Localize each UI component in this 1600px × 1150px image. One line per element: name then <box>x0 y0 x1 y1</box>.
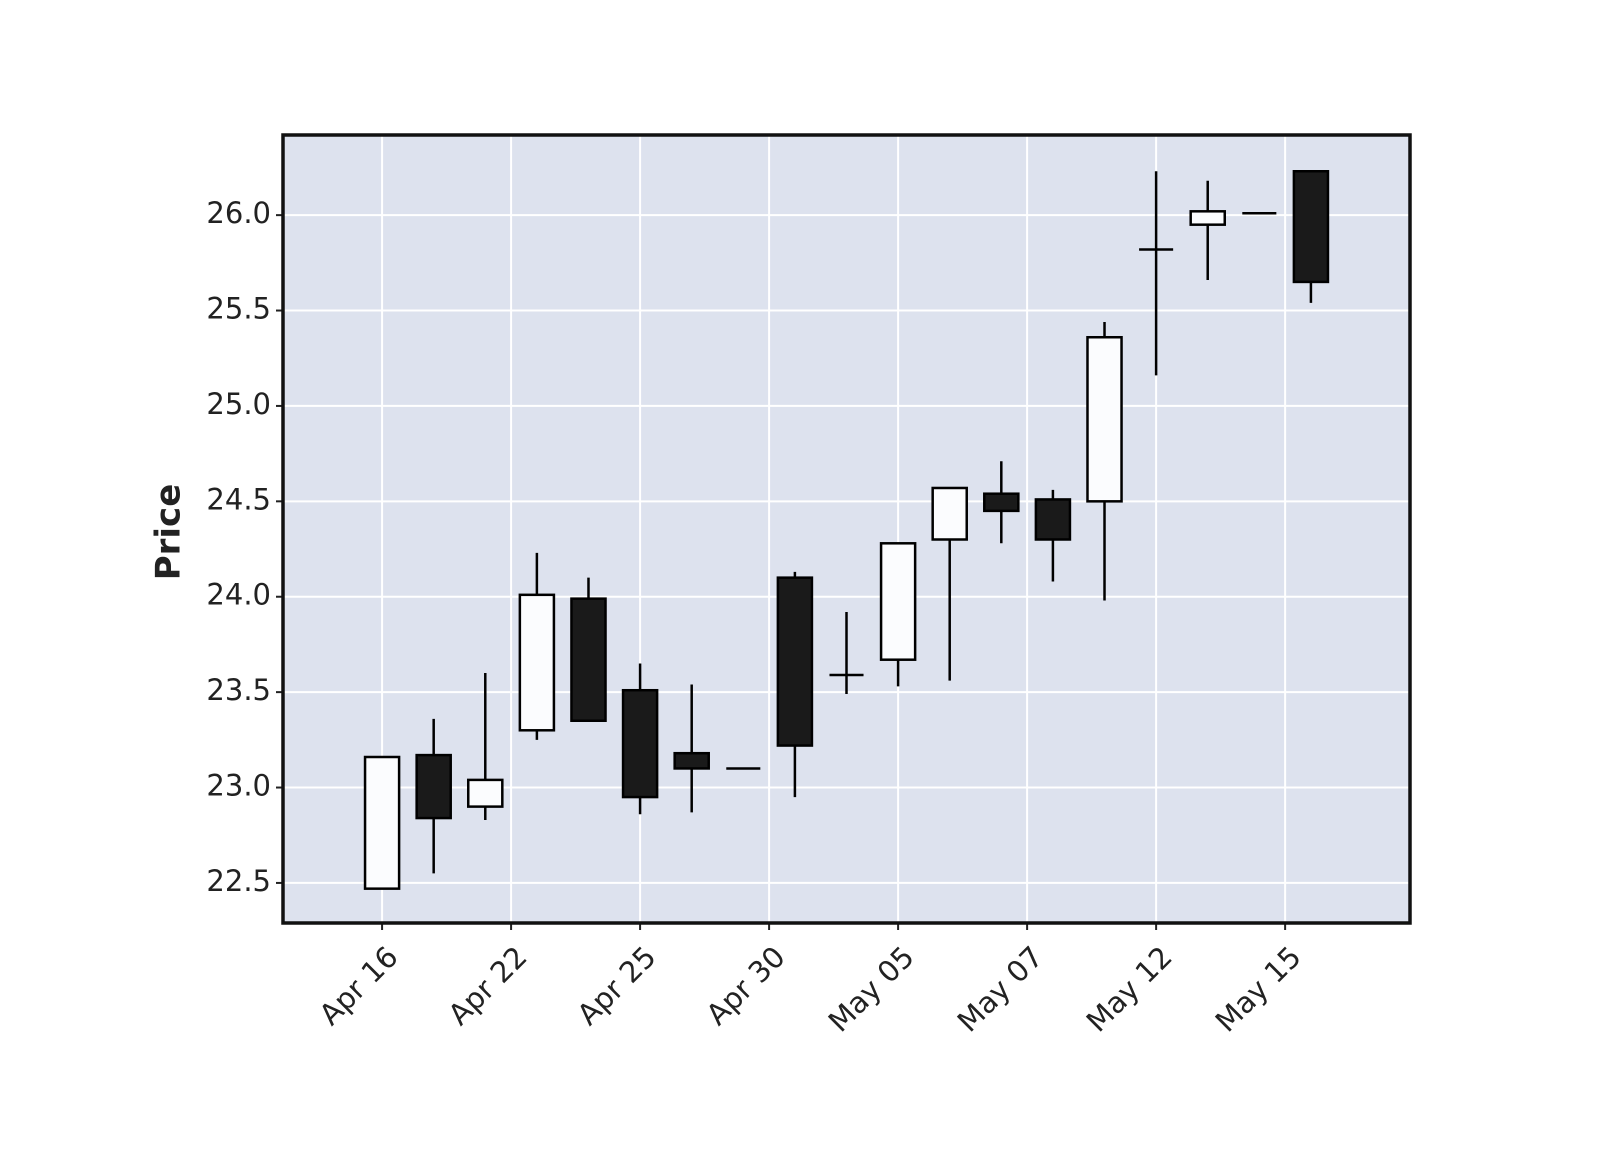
x-tick-label: Apr 22 <box>442 940 534 1032</box>
candle-body <box>931 486 968 541</box>
x-tick-label: May 15 <box>1209 940 1308 1039</box>
x-tick-label: Apr 16 <box>313 940 405 1032</box>
candle-body <box>363 755 401 890</box>
candle-body <box>467 778 504 808</box>
x-tick-label: May 12 <box>1080 940 1179 1039</box>
plot-background <box>283 135 1410 923</box>
y-tick-label: 25.5 <box>206 292 271 326</box>
candle-body <box>776 576 814 747</box>
y-tick-label: 24.0 <box>206 578 271 612</box>
candle-body <box>1034 498 1072 541</box>
candle-body <box>415 753 452 820</box>
y-tick-label: 26.0 <box>206 196 271 230</box>
plot-frame <box>281 133 1412 925</box>
candle-body <box>621 688 659 799</box>
candle-body <box>518 593 556 732</box>
candle-body <box>983 492 1020 513</box>
x-tick-label: May 05 <box>822 940 921 1039</box>
y-tick-label: 23.0 <box>206 769 271 803</box>
y-tick-label: 22.5 <box>206 864 271 898</box>
x-tick-label: Apr 25 <box>571 940 663 1032</box>
candle-body <box>673 751 710 770</box>
candle-body <box>1189 210 1226 226</box>
candle-body <box>1086 335 1123 503</box>
y-tick-label: 23.5 <box>206 673 271 707</box>
candle-body <box>879 542 917 661</box>
y-tick-label: 24.5 <box>206 482 271 516</box>
y-axis-label: Price <box>149 484 189 581</box>
candle-body <box>570 597 607 723</box>
x-tick-label: Apr 30 <box>700 940 792 1032</box>
y-tick-label: 25.0 <box>206 387 271 421</box>
candle-body <box>1292 170 1330 284</box>
x-tick-label: May 07 <box>951 940 1050 1039</box>
